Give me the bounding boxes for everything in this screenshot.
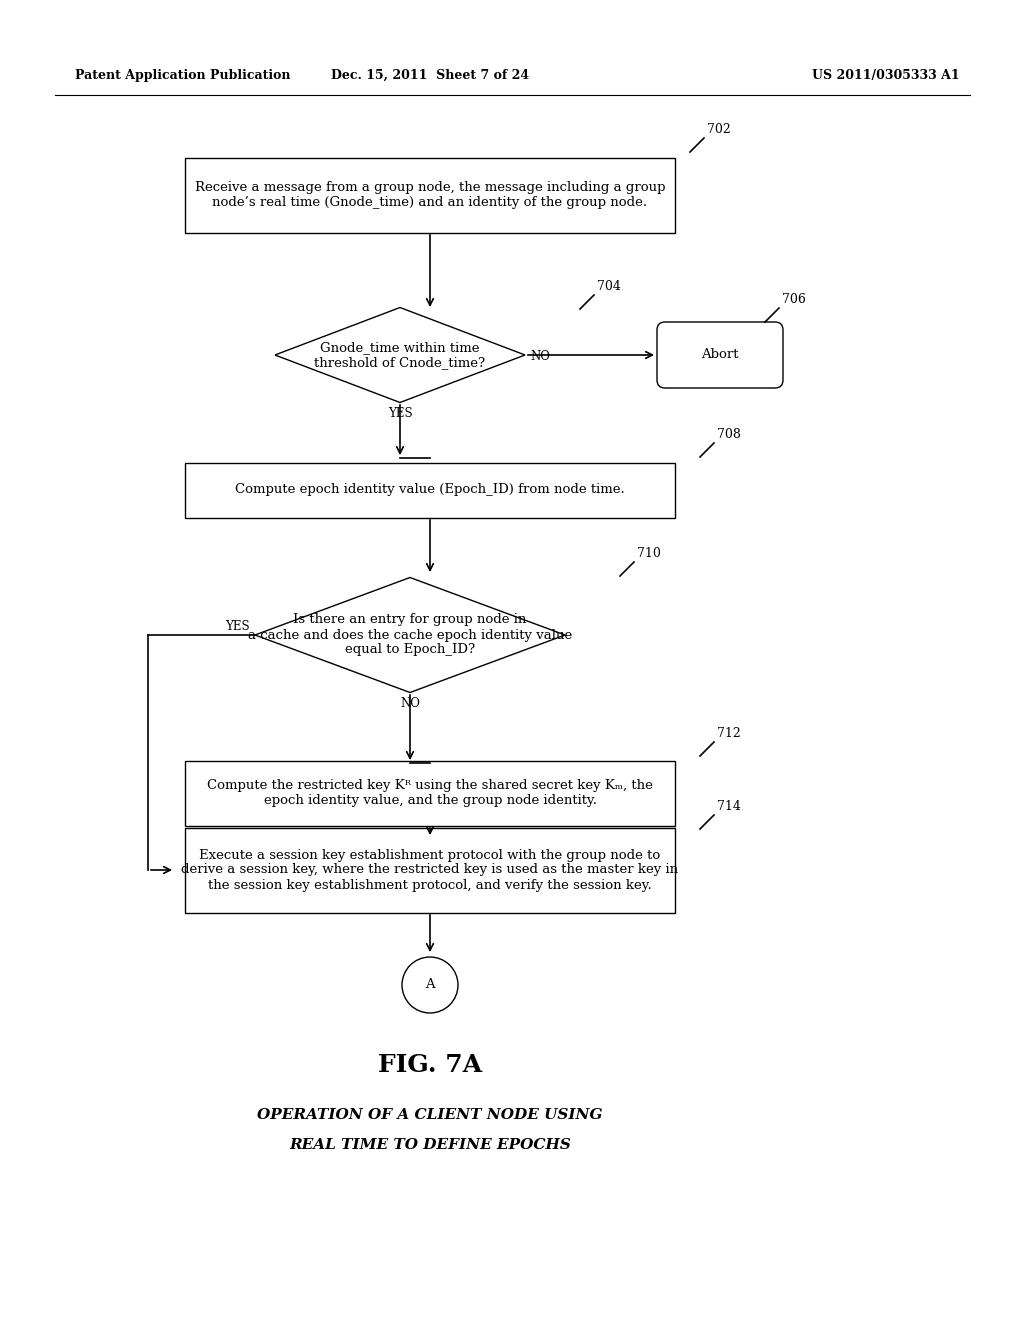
Text: 712: 712: [717, 727, 740, 741]
FancyBboxPatch shape: [185, 157, 675, 232]
Text: YES: YES: [388, 407, 413, 420]
Polygon shape: [275, 308, 525, 403]
Text: Compute the restricted key Kᴿ using the shared secret key Kₘ, the
epoch identity: Compute the restricted key Kᴿ using the …: [207, 779, 653, 807]
FancyBboxPatch shape: [185, 462, 675, 517]
Text: Patent Application Publication: Patent Application Publication: [75, 69, 291, 82]
Text: YES: YES: [225, 620, 250, 634]
Text: 706: 706: [782, 293, 806, 306]
Text: Execute a session key establishment protocol with the group node to
derive a ses: Execute a session key establishment prot…: [181, 849, 679, 891]
Text: NO: NO: [400, 697, 420, 710]
Text: OPERATION OF A CLIENT NODE USING: OPERATION OF A CLIENT NODE USING: [257, 1107, 603, 1122]
Circle shape: [402, 957, 458, 1012]
Text: Gnode_time within time
threshold of Cnode_time?: Gnode_time within time threshold of Cnod…: [314, 341, 485, 370]
Text: 702: 702: [707, 123, 731, 136]
Polygon shape: [255, 578, 565, 693]
Text: 704: 704: [597, 280, 621, 293]
Text: A: A: [425, 978, 435, 991]
Text: US 2011/0305333 A1: US 2011/0305333 A1: [812, 69, 961, 82]
FancyBboxPatch shape: [185, 828, 675, 912]
Text: Compute epoch identity value (Epoch_ID) from node time.: Compute epoch identity value (Epoch_ID) …: [236, 483, 625, 496]
Text: 710: 710: [637, 546, 660, 560]
Text: FIG. 7A: FIG. 7A: [378, 1053, 482, 1077]
Text: Abort: Abort: [701, 348, 738, 362]
FancyBboxPatch shape: [185, 760, 675, 825]
Text: 714: 714: [717, 800, 741, 813]
Text: REAL TIME TO DEFINE EPOCHS: REAL TIME TO DEFINE EPOCHS: [289, 1138, 571, 1152]
Text: Dec. 15, 2011  Sheet 7 of 24: Dec. 15, 2011 Sheet 7 of 24: [331, 69, 529, 82]
FancyBboxPatch shape: [657, 322, 783, 388]
Text: NO: NO: [530, 350, 550, 363]
Text: Is there an entry for group node in
a cache and does the cache epoch identity va: Is there an entry for group node in a ca…: [248, 614, 572, 656]
Text: 708: 708: [717, 428, 741, 441]
Text: Receive a message from a group node, the message including a group
node’s real t: Receive a message from a group node, the…: [195, 181, 666, 209]
